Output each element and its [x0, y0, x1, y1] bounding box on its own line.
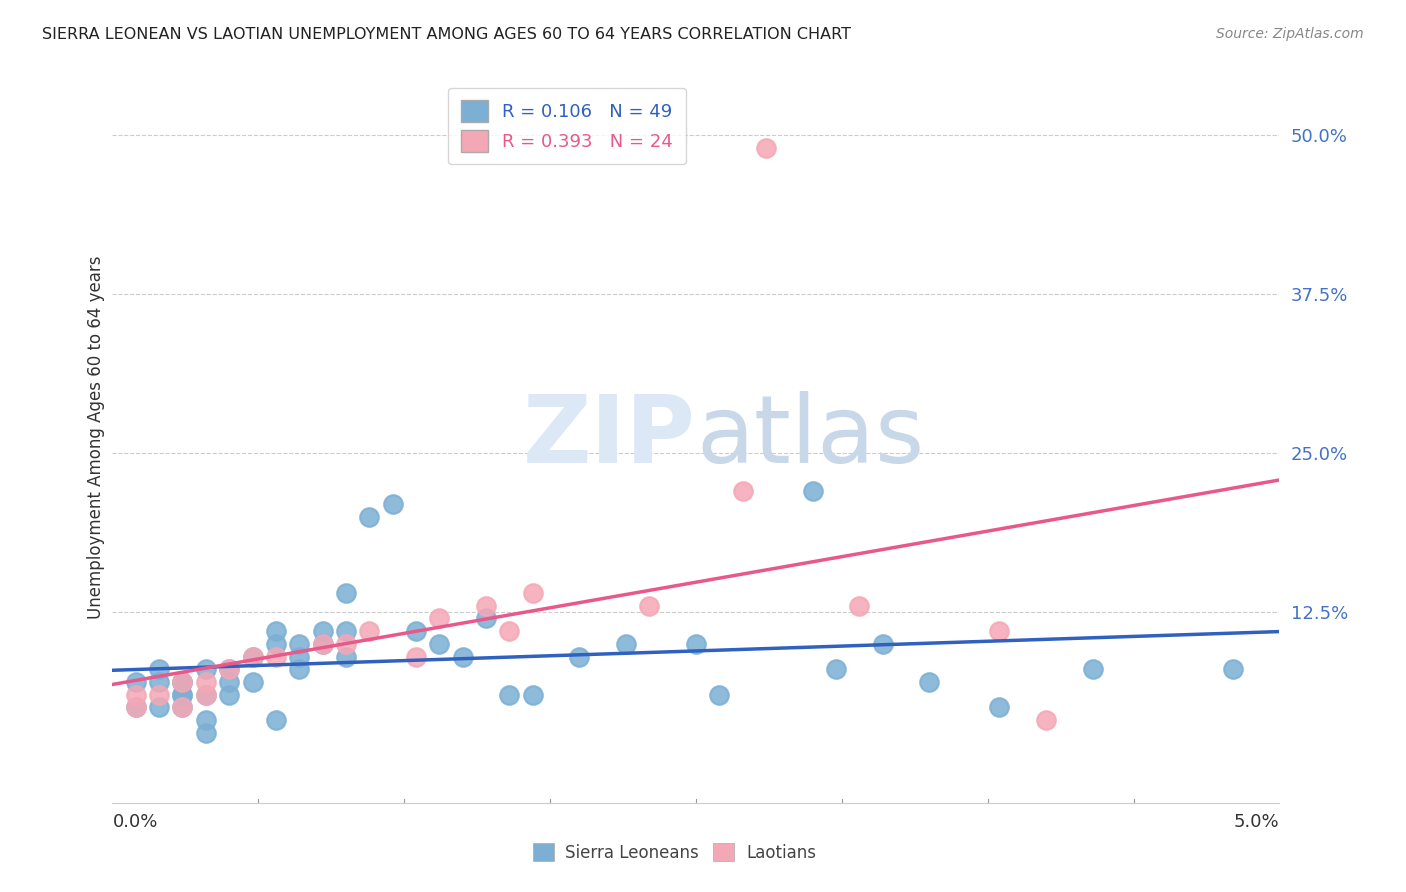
- Point: [359, 509, 381, 524]
- Point: [801, 484, 824, 499]
- Bar: [713, 843, 734, 862]
- Point: [381, 497, 404, 511]
- Text: Laotians: Laotians: [747, 844, 815, 862]
- Point: [264, 637, 287, 651]
- Point: [872, 637, 894, 651]
- Point: [264, 649, 287, 664]
- Text: Sierra Leoneans: Sierra Leoneans: [565, 844, 699, 862]
- Point: [475, 611, 498, 625]
- Point: [335, 586, 357, 600]
- Point: [218, 662, 240, 676]
- Point: [194, 688, 217, 702]
- Point: [522, 688, 544, 702]
- Point: [172, 675, 194, 690]
- Point: [405, 649, 427, 664]
- Point: [427, 611, 450, 625]
- Point: [638, 599, 661, 613]
- Point: [172, 688, 194, 702]
- Point: [194, 688, 217, 702]
- Point: [172, 675, 194, 690]
- Point: [264, 713, 287, 727]
- Point: [498, 688, 520, 702]
- Point: [194, 662, 217, 676]
- Point: [1035, 713, 1057, 727]
- Text: Unemployment Among Ages 60 to 64 years: Unemployment Among Ages 60 to 64 years: [87, 255, 105, 619]
- Point: [125, 700, 148, 714]
- Point: [218, 688, 240, 702]
- Point: [242, 649, 264, 664]
- Point: [988, 624, 1011, 638]
- Point: [614, 637, 637, 651]
- Point: [172, 688, 194, 702]
- Point: [825, 662, 848, 676]
- Point: [125, 700, 148, 714]
- Point: [335, 637, 357, 651]
- Point: [359, 624, 381, 638]
- Point: [498, 624, 520, 638]
- Point: [194, 675, 217, 690]
- Point: [172, 675, 194, 690]
- Point: [172, 700, 194, 714]
- Point: [194, 726, 217, 740]
- Point: [405, 624, 427, 638]
- Point: [311, 637, 333, 651]
- Point: [218, 675, 240, 690]
- Text: ZIP: ZIP: [523, 391, 696, 483]
- Point: [148, 688, 170, 702]
- Bar: [533, 843, 554, 862]
- Point: [288, 662, 311, 676]
- Point: [568, 649, 591, 664]
- Point: [1222, 662, 1244, 676]
- Text: 0.0%: 0.0%: [112, 813, 157, 831]
- Point: [125, 688, 148, 702]
- Point: [242, 675, 264, 690]
- Point: [242, 649, 264, 664]
- Text: atlas: atlas: [696, 391, 924, 483]
- Point: [709, 688, 731, 702]
- Point: [685, 637, 707, 651]
- Point: [1081, 662, 1104, 676]
- Point: [194, 713, 217, 727]
- Point: [731, 484, 754, 499]
- Point: [988, 700, 1011, 714]
- Text: SIERRA LEONEAN VS LAOTIAN UNEMPLOYMENT AMONG AGES 60 TO 64 YEARS CORRELATION CHA: SIERRA LEONEAN VS LAOTIAN UNEMPLOYMENT A…: [42, 27, 851, 42]
- Point: [148, 700, 170, 714]
- Point: [335, 624, 357, 638]
- Point: [918, 675, 941, 690]
- Point: [311, 637, 333, 651]
- Point: [451, 649, 474, 664]
- Point: [848, 599, 870, 613]
- Point: [427, 637, 450, 651]
- Point: [125, 675, 148, 690]
- Point: [264, 624, 287, 638]
- Point: [148, 662, 170, 676]
- Point: [288, 637, 311, 651]
- Text: Source: ZipAtlas.com: Source: ZipAtlas.com: [1216, 27, 1364, 41]
- Point: [755, 141, 778, 155]
- Point: [172, 700, 194, 714]
- Point: [335, 649, 357, 664]
- Point: [475, 599, 498, 613]
- Legend: R = 0.106   N = 49, R = 0.393   N = 24: R = 0.106 N = 49, R = 0.393 N = 24: [449, 87, 686, 164]
- Text: 5.0%: 5.0%: [1234, 813, 1279, 831]
- Point: [288, 649, 311, 664]
- Point: [148, 675, 170, 690]
- Point: [522, 586, 544, 600]
- Point: [311, 624, 333, 638]
- Point: [218, 662, 240, 676]
